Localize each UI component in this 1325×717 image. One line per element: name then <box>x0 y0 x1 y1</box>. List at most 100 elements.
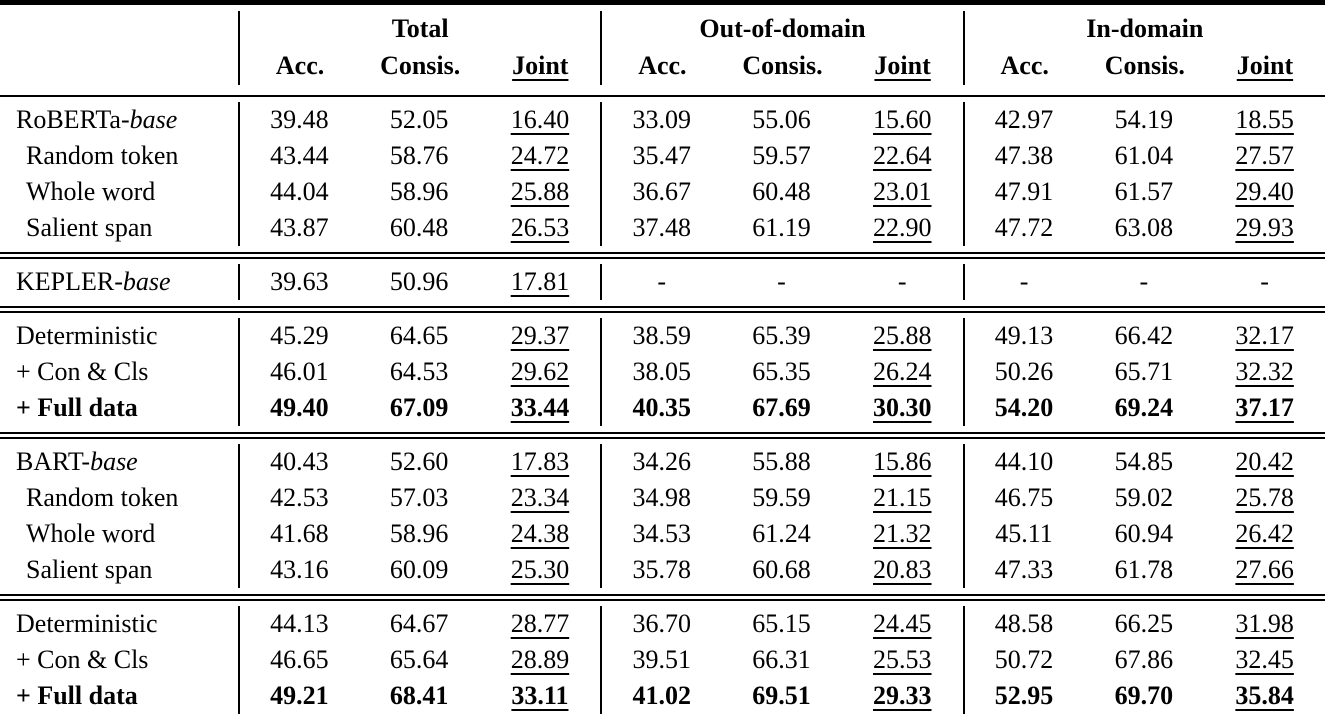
row-label: Deterministic <box>0 318 238 354</box>
value-text: 60.48 <box>752 177 811 206</box>
value-cell: 38.05 <box>600 354 721 390</box>
value-cell: 43.87 <box>238 210 359 246</box>
value-cell: 38.59 <box>600 318 721 354</box>
value-cell: 46.75 <box>962 480 1084 516</box>
value-cell: - <box>1204 264 1325 300</box>
value-text: 26.42 <box>1235 519 1294 548</box>
header-body-rule <box>0 95 1325 97</box>
value-text: 25.88 <box>873 321 932 350</box>
value-cell: 44.13 <box>238 606 359 642</box>
subheader-total: Acc. Consis. Joint <box>240 47 600 85</box>
value-cell: 33.44 <box>480 390 601 426</box>
value-cell: 23.01 <box>842 174 963 210</box>
value-text: 66.31 <box>752 645 811 674</box>
table-body: RoBERTa-base 39.48 52.05 16.40 33.09 55.06 15.… <box>0 97 1325 717</box>
table-section: Deterministic 45.29 64.65 29.37 38.59 65.39 25… <box>0 313 1325 432</box>
row-label: Random token <box>0 138 238 174</box>
value-text: - <box>1019 267 1029 296</box>
value-cell: 29.37 <box>480 318 601 354</box>
value-text: 29.93 <box>1235 213 1294 242</box>
value-cell: 29.93 <box>1204 210 1325 246</box>
value-cell: 15.86 <box>842 444 963 480</box>
value-cell: 61.57 <box>1083 174 1204 210</box>
value-text: 42.53 <box>270 483 329 512</box>
value-cell: 22.90 <box>842 210 963 246</box>
value-cell: 24.45 <box>842 606 963 642</box>
value-text: 46.01 <box>270 357 329 386</box>
value-cell: 25.78 <box>1204 480 1325 516</box>
value-cell: 50.72 <box>962 642 1084 678</box>
value-cell: 21.15 <box>842 480 963 516</box>
value-text: 60.68 <box>752 555 811 584</box>
value-text: 54.20 <box>994 393 1054 422</box>
value-cell: 39.51 <box>600 642 721 678</box>
value-cell: 64.67 <box>359 606 480 642</box>
value-cell: - <box>962 264 1084 300</box>
value-cell: 33.09 <box>600 102 721 138</box>
value-text: 40.35 <box>632 393 691 422</box>
value-cell: 27.57 <box>1204 138 1325 174</box>
value-text: 23.01 <box>873 177 932 206</box>
value-text: 52.05 <box>389 105 449 134</box>
value-text: 69.70 <box>1114 681 1174 710</box>
value-text: 40.43 <box>270 447 329 476</box>
value-cell: 63.08 <box>1083 210 1204 246</box>
value-text: 25.30 <box>510 555 570 584</box>
value-cell: 31.98 <box>1204 606 1325 642</box>
value-text: 34.98 <box>632 483 691 512</box>
value-text: 17.83 <box>510 447 570 476</box>
value-cell: 46.65 <box>238 642 359 678</box>
header-group-in-domain: In-domain Acc. Consis. Joint <box>962 11 1325 85</box>
group-title-total: Total <box>391 14 449 43</box>
table-row: + Con & Cls 46.65 65.64 28.89 39.51 66.31 25.5… <box>0 642 1325 678</box>
value-text: 47.33 <box>994 555 1054 584</box>
table-section: KEPLER-base 39.63 50.96 17.81 - - - - - - <box>0 259 1325 306</box>
value-text: 17.81 <box>510 267 570 296</box>
value-text: 31.98 <box>1235 609 1294 638</box>
value-text: 49.13 <box>994 321 1054 350</box>
value-text: 59.59 <box>752 483 811 512</box>
value-cell: 47.91 <box>962 174 1084 210</box>
row-label: + Full data <box>0 390 238 426</box>
value-cell: 35.78 <box>600 552 721 588</box>
value-cell: 32.32 <box>1204 354 1325 390</box>
row-label-text: BART- <box>16 447 91 476</box>
row-label-text: Random token <box>26 483 179 512</box>
row-label: Whole word <box>0 174 238 210</box>
value-cell: 67.09 <box>359 390 480 426</box>
value-text: 67.09 <box>389 393 449 422</box>
table-header: Total Acc. Consis. Joint Out-of-domain A… <box>0 5 1325 95</box>
value-cell: 65.35 <box>721 354 842 390</box>
value-cell: 21.32 <box>842 516 963 552</box>
value-text: 54.85 <box>1114 447 1174 476</box>
value-text: 26.53 <box>510 213 570 242</box>
value-cell: 69.51 <box>721 678 842 714</box>
value-cell: 55.88 <box>721 444 842 480</box>
value-cell: 65.71 <box>1083 354 1204 390</box>
row-label-text: RoBERTa- <box>16 105 130 134</box>
value-cell: 41.02 <box>600 678 721 714</box>
value-text: 23.34 <box>510 483 570 512</box>
value-text: 46.65 <box>270 645 329 674</box>
value-text: 38.05 <box>632 357 691 386</box>
value-text: 60.09 <box>389 555 449 584</box>
row-label-text: Deterministic <box>16 609 158 638</box>
row-label-italic-text: base <box>90 447 138 476</box>
value-text: 49.21 <box>270 681 329 710</box>
table-section: BART-base 40.43 52.60 17.83 34.26 55.88 15.86 4… <box>0 439 1325 594</box>
value-cell: 43.44 <box>238 138 359 174</box>
value-text: 44.04 <box>270 177 329 206</box>
value-cell: 64.65 <box>359 318 480 354</box>
value-text: 41.02 <box>632 681 691 710</box>
row-label-text: KEPLER- <box>16 267 123 296</box>
value-text: 58.96 <box>389 177 449 206</box>
row-label: KEPLER-base <box>0 264 238 300</box>
value-text: 32.45 <box>1235 645 1294 674</box>
value-cell: 42.53 <box>238 480 359 516</box>
value-text: 44.13 <box>270 609 329 638</box>
value-text: 47.38 <box>994 141 1054 170</box>
value-cell: 45.29 <box>238 318 359 354</box>
value-cell: 32.17 <box>1204 318 1325 354</box>
value-text: 61.78 <box>1114 555 1174 584</box>
